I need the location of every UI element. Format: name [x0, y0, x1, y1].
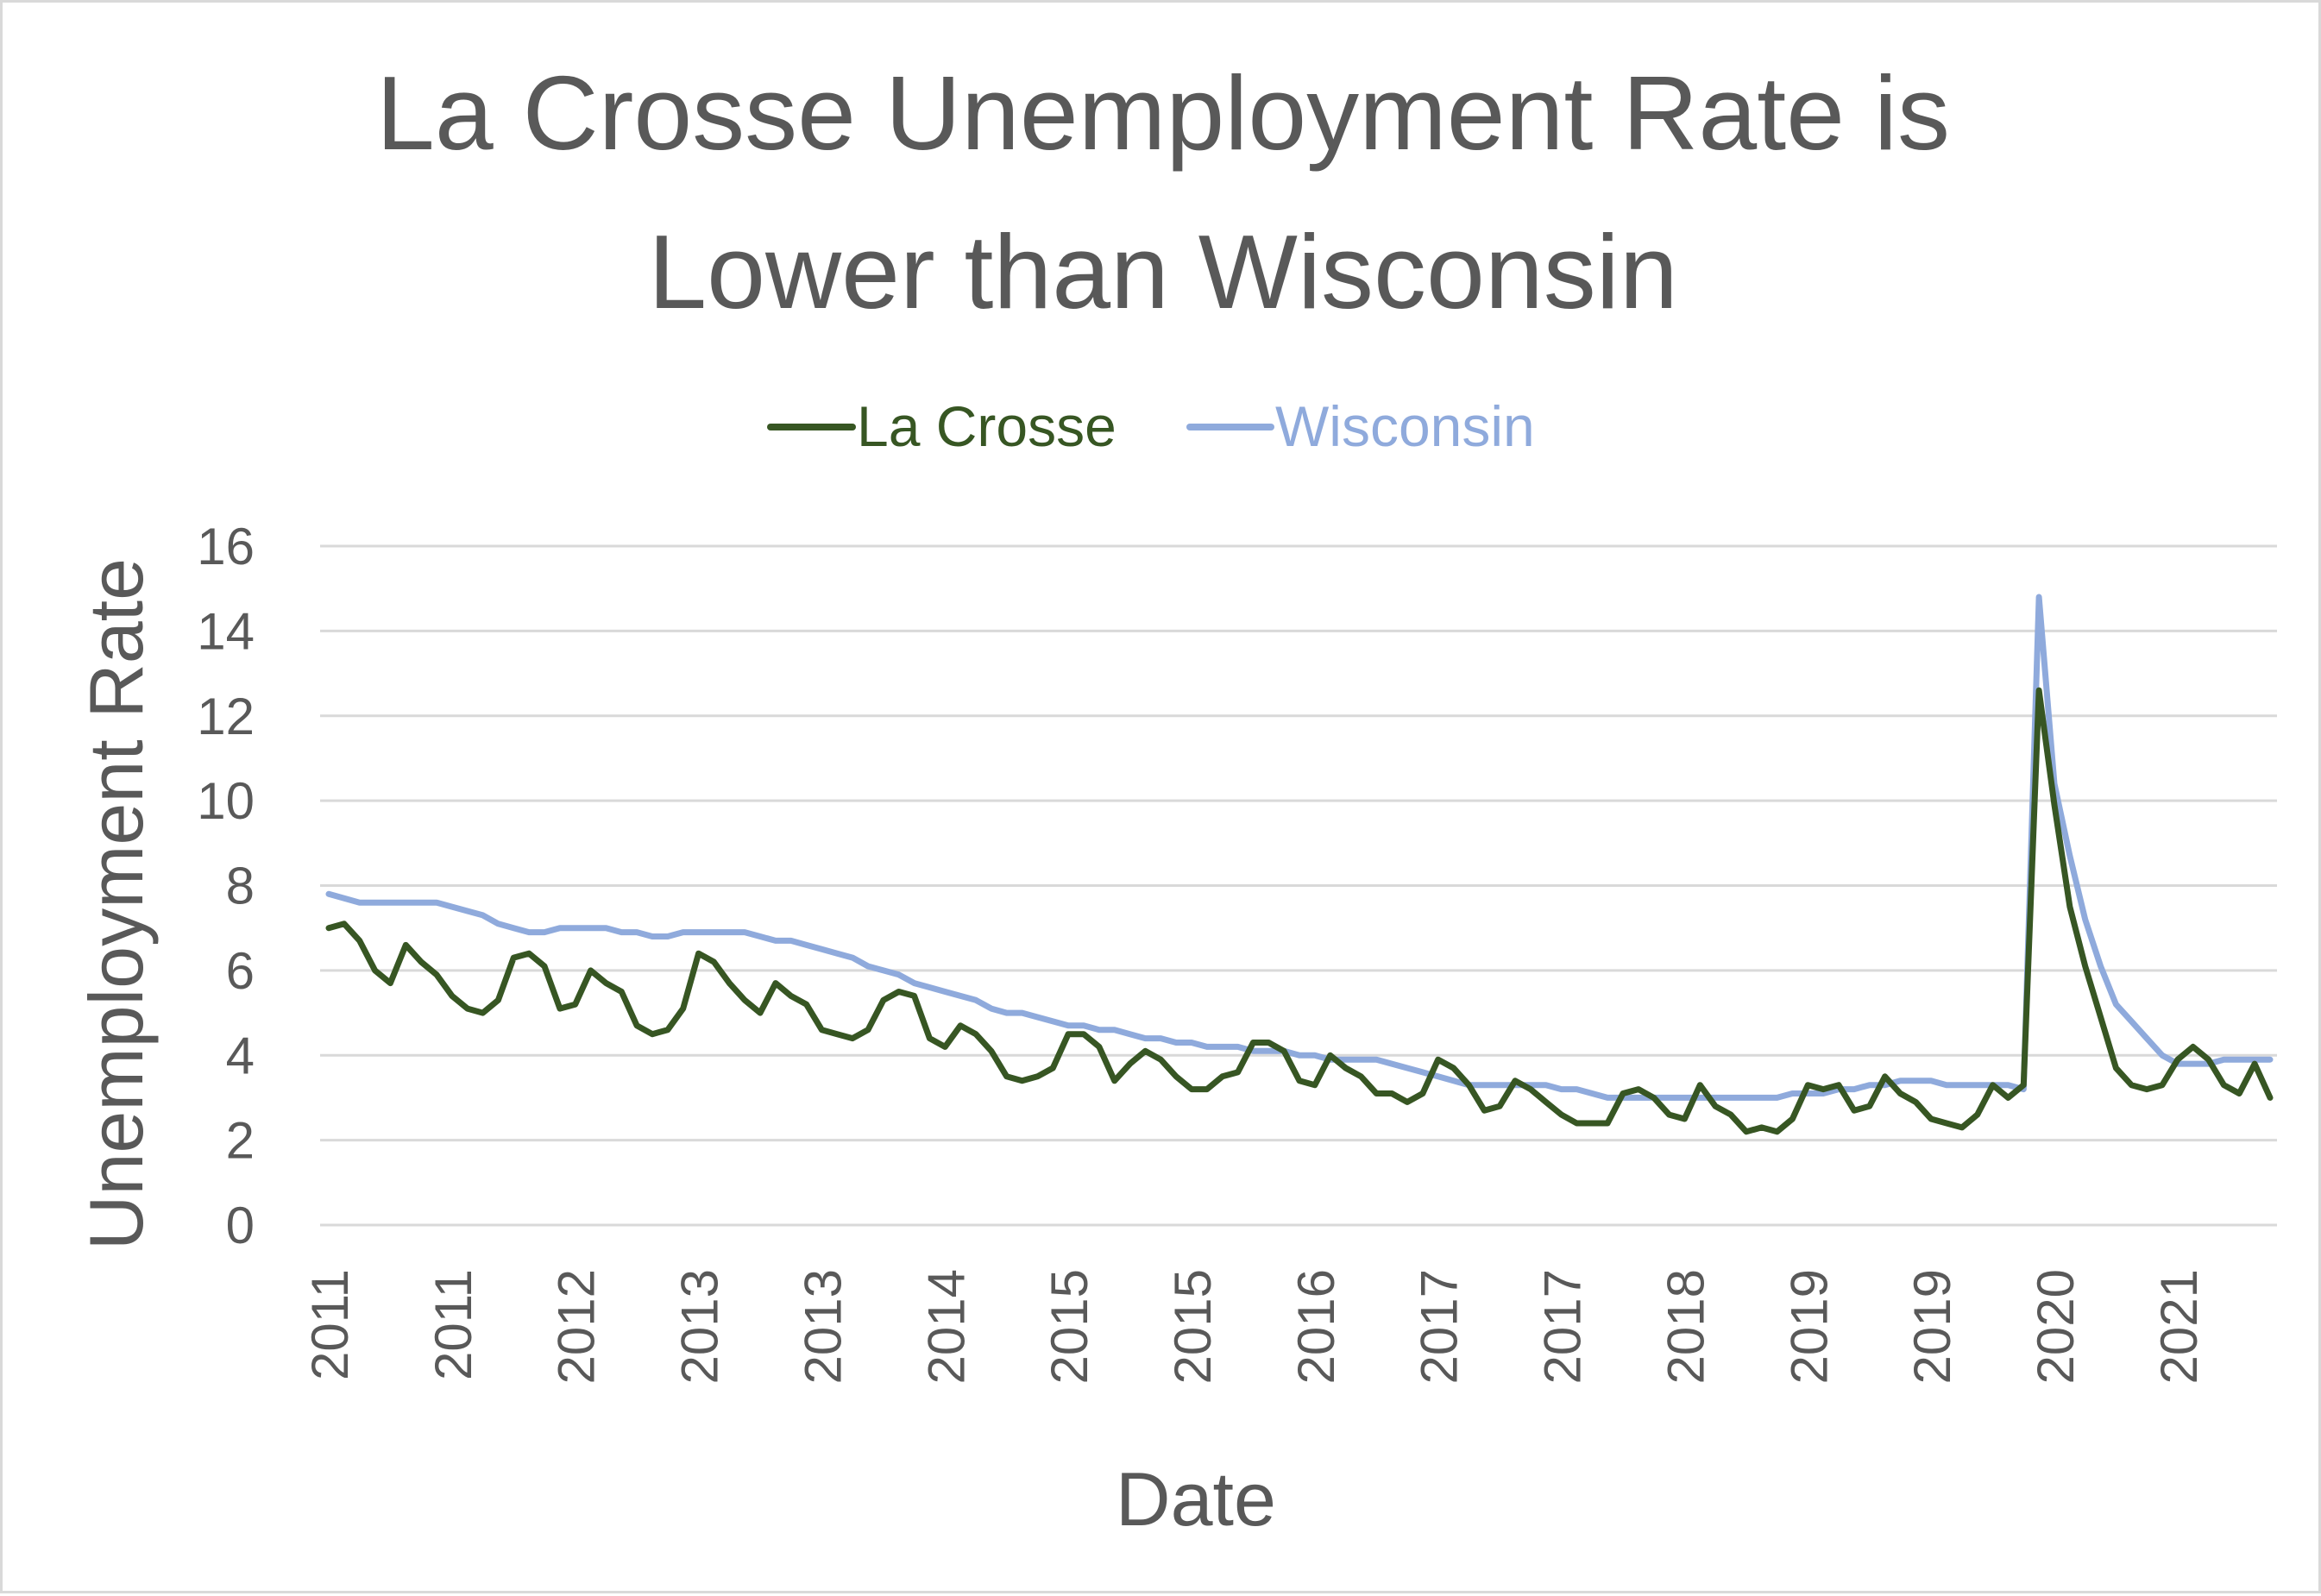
- legend-label: Wisconsin: [1275, 394, 1535, 458]
- y-tick-label: 12: [197, 688, 255, 745]
- x-tick-label: 2019: [1780, 1269, 1838, 1384]
- x-tick-label: 2020: [2027, 1269, 2085, 1384]
- x-tick-label: 2013: [671, 1269, 729, 1384]
- y-tick-label: 10: [197, 772, 255, 830]
- x-tick-label: 2016: [1287, 1269, 1345, 1384]
- y-tick-label: 6: [226, 942, 255, 1000]
- y-tick-label: 14: [197, 602, 255, 660]
- series-lines: [325, 594, 2274, 1135]
- y-tick-label: 4: [226, 1027, 255, 1084]
- series-line-la-crosse: [325, 687, 2274, 1135]
- x-tick-label: 2021: [2150, 1269, 2208, 1384]
- y-tick-label: 2: [226, 1112, 255, 1170]
- x-tick-label: 2011: [425, 1269, 482, 1380]
- x-tick-label: 2011: [301, 1269, 359, 1380]
- x-tick-label: 2017: [1411, 1269, 1469, 1384]
- y-tick-label: 0: [226, 1197, 255, 1254]
- series-line-wisconsin: [325, 594, 2274, 1101]
- chart-svg: La Crosse Unemployment Rate is Lower tha…: [73, 54, 2277, 1542]
- x-tick-label: 2017: [1534, 1269, 1592, 1384]
- x-tick-label: 2012: [548, 1269, 606, 1384]
- x-tick-label: 2015: [1041, 1269, 1098, 1384]
- y-tick-label: 16: [197, 518, 255, 575]
- x-tick-label: 2019: [1903, 1269, 1961, 1384]
- y-tick-label: 8: [226, 858, 255, 915]
- legend: La Crosse Wisconsin: [767, 394, 1535, 458]
- x-tick-label: 2018: [1657, 1269, 1714, 1384]
- x-axis-title: Date: [1116, 1456, 1276, 1542]
- x-axis-ticks: 2011 2011 2012 2013 2013 2014 2015 2015 2016 2017…: [301, 1269, 2208, 1384]
- legend-label: La Crosse: [857, 394, 1116, 458]
- y-axis-ticks: 0 2 4 6 8 10 12 14 16: [197, 518, 255, 1254]
- x-tick-label: 2014: [917, 1269, 975, 1384]
- gridlines: [320, 544, 2277, 1227]
- y-axis-title: Unemployment Rate: [73, 558, 159, 1250]
- chart-title-line-1: La Crosse Unemployment Rate is: [376, 54, 1950, 172]
- chart-title-line-2: Lower than Wisconsin: [648, 213, 1677, 330]
- x-tick-label: 2013: [794, 1269, 852, 1384]
- x-tick-label: 2015: [1164, 1269, 1222, 1384]
